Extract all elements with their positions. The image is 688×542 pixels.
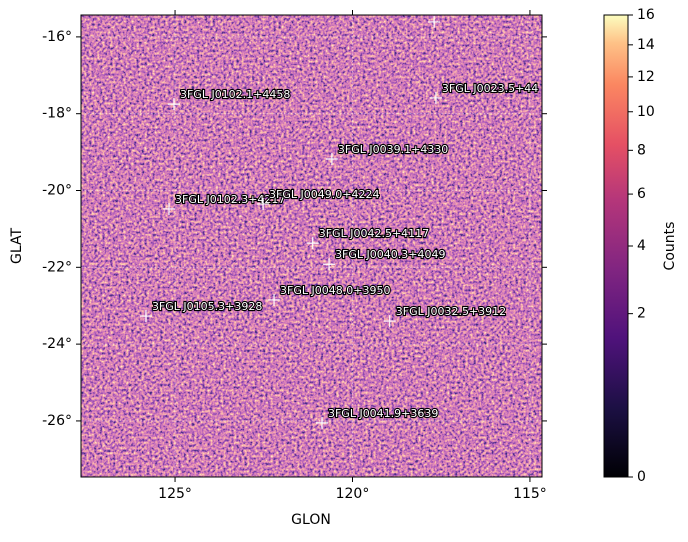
source-marker (323, 258, 336, 271)
source-marker (139, 310, 152, 323)
colorbar (603, 14, 629, 478)
source-marker (306, 237, 319, 250)
colorbar-tick-label: 6 (637, 186, 646, 202)
source-marker (428, 15, 441, 28)
source-label: 3FGL J0042.5+4117 (319, 227, 429, 240)
source-marker (383, 315, 396, 328)
source-label: 3FGL J0105.3+3928 (152, 300, 262, 313)
source-marker (268, 293, 281, 306)
source-label: 3FGL J0040.3+4049 (335, 248, 445, 261)
y-axis-label: GLAT (9, 228, 25, 264)
x-axis-label: GLON (291, 512, 331, 528)
x-tick-label: 115° (513, 486, 547, 502)
colorbar-tick-label: 10 (637, 104, 655, 120)
y-tick-label: -20° (42, 183, 72, 199)
colorbar-tick-label: 2 (637, 306, 646, 322)
plot-area: 3FGL J0102.1+4458 3FGL J0023.5+44 3FGL J00… (81, 15, 542, 477)
axes-frame (80, 14, 543, 478)
source-marker (325, 153, 338, 166)
x-tick-label: 125° (158, 486, 192, 502)
source-marker (257, 197, 270, 210)
colorbar-tick-label: 8 (637, 142, 646, 158)
source-label: 3FGL J0041.9+3639 (328, 407, 438, 420)
y-tick-label: -26° (42, 413, 72, 429)
source-marker (163, 202, 176, 215)
y-tick-label: -18° (42, 106, 72, 122)
colorbar-label: Counts (662, 222, 678, 271)
y-tick-label: -16° (42, 29, 72, 45)
colorbar-tick-label: 14 (637, 37, 655, 53)
colorbar-tick-label: 16 (637, 7, 655, 23)
source-label: 3FGL J0032.5+3912 (396, 305, 506, 318)
source-label: 3FGL J0023.5+44 (442, 82, 538, 95)
source-marker (315, 416, 328, 429)
y-tick-label: -24° (42, 336, 72, 352)
counts-map (81, 15, 542, 477)
colorbar-tick-label: 12 (637, 69, 655, 85)
colorbar-tick-label: 4 (637, 238, 646, 254)
source-label: 3FGL J0102.3+4217 (175, 193, 285, 206)
source-label: 3FGL J0049.0+4224 (269, 188, 379, 201)
source-label: 3FGL J0048.0+3950 (280, 284, 390, 297)
x-tick-label: 120° (336, 486, 370, 502)
source-marker (429, 91, 442, 104)
colorbar-tick-label: 0 (637, 469, 646, 485)
y-tick-label: -22° (42, 259, 72, 275)
source-marker (167, 98, 180, 111)
source-label: 3FGL J0039.1+4330 (338, 143, 448, 156)
source-label: 3FGL J0102.1+4458 (180, 88, 290, 101)
